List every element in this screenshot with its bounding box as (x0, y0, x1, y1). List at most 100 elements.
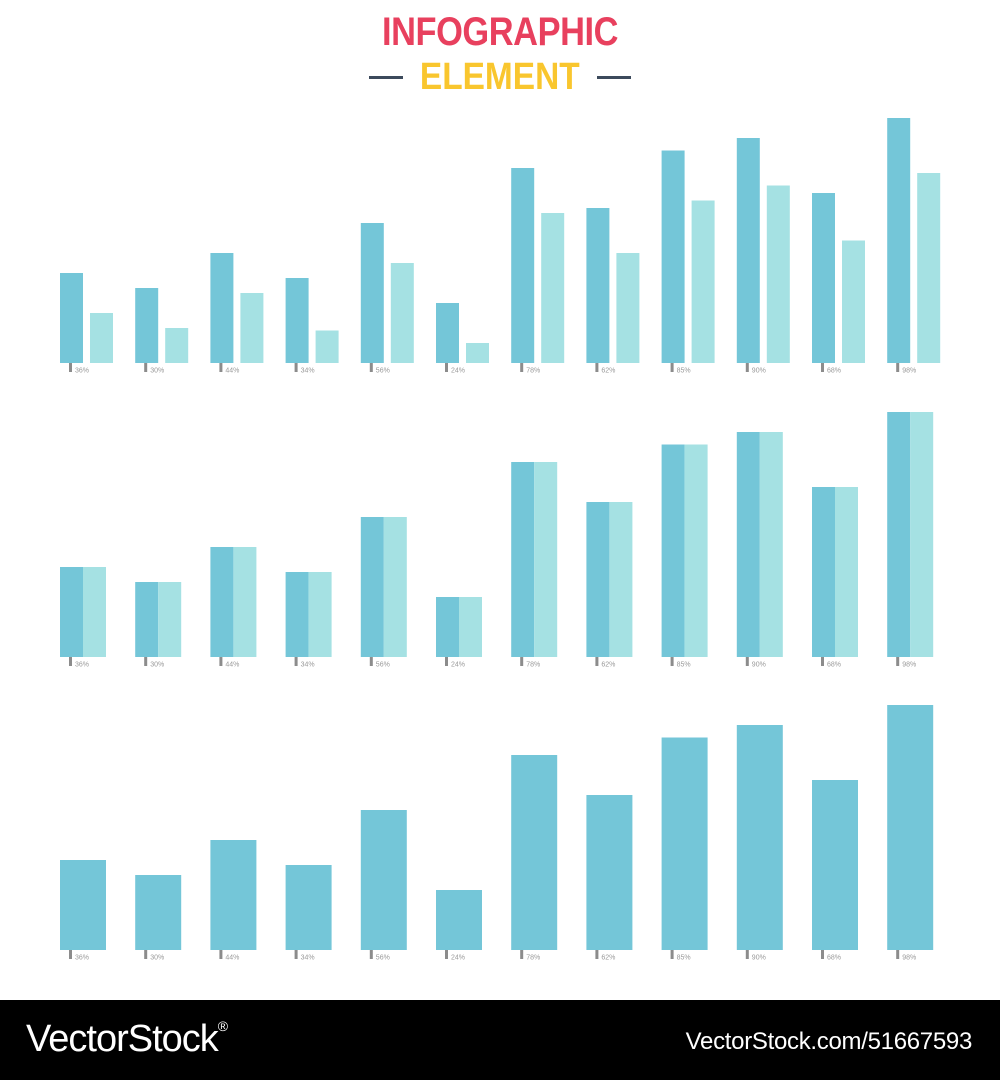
tick-label: 30% (150, 368, 164, 375)
bar-left-half (661, 444, 685, 657)
bar (285, 865, 332, 950)
bar-right-half (459, 597, 482, 657)
bar-primary (60, 273, 83, 363)
bar-primary (360, 223, 384, 363)
tick-label: 44% (225, 955, 239, 962)
tick-mark (896, 363, 900, 372)
tick-label: 85% (677, 662, 691, 669)
bar (812, 780, 858, 950)
bar-primary (586, 208, 610, 363)
tick-mark (294, 657, 298, 666)
tick-label: 36% (75, 662, 89, 669)
bar-secondary (165, 328, 189, 363)
tick-label: 34% (301, 368, 315, 375)
tick-label: 30% (150, 955, 164, 962)
tick-label: 68% (827, 662, 841, 669)
tick-mark (369, 363, 373, 372)
tick-mark (294, 363, 298, 372)
bar-secondary (616, 253, 640, 363)
tick-mark (896, 950, 900, 959)
bar-secondary (917, 173, 941, 363)
tick-mark (219, 950, 223, 959)
brand-registered-mark: ® (217, 1018, 228, 1034)
bar-primary (661, 150, 685, 363)
tick-label: 56% (376, 662, 390, 669)
tick-label: 62% (601, 368, 615, 375)
bar-secondary (240, 293, 264, 363)
tick-label: 98% (902, 368, 916, 375)
bar-left-half (887, 412, 911, 657)
tick-mark (445, 363, 448, 372)
bar (661, 737, 708, 950)
bar-primary (887, 118, 911, 363)
tick-label: 24% (451, 662, 465, 669)
bar-right-half (383, 517, 407, 657)
bar (360, 810, 407, 950)
tick-mark (821, 657, 824, 666)
bar-primary (511, 168, 535, 363)
tick-mark (821, 950, 824, 959)
bar-right-half (910, 412, 934, 657)
bar (511, 755, 558, 950)
tick-mark (896, 657, 900, 666)
bar-secondary (541, 213, 565, 363)
tick-label: 85% (677, 368, 691, 375)
tick-mark (520, 950, 524, 959)
bar-left-half (360, 517, 384, 657)
tick-label: 34% (301, 662, 315, 669)
bar-chart-3: 36% 30% 44% 34% 56% 24% 78% 62% 85% 90% 68% 98% (60, 705, 934, 962)
bar-secondary (315, 330, 339, 363)
bar (887, 705, 934, 950)
left-dash (369, 75, 404, 79)
tick-label: 62% (601, 955, 615, 962)
bar-primary (812, 193, 835, 363)
stock-id: VectorStock.com/51667593 (685, 1028, 973, 1055)
bar-primary (736, 138, 760, 363)
infographic-header: INFOGRAPHIC ELEMENT (0, 0, 1000, 110)
bar-left-half (135, 582, 159, 657)
bar-left-half (511, 462, 535, 657)
bar-right-half (83, 567, 106, 657)
tick-label: 78% (526, 662, 540, 669)
tick-mark (745, 950, 749, 959)
tick-label: 68% (827, 368, 841, 375)
bar-primary (285, 278, 309, 363)
tick-label: 24% (451, 368, 465, 375)
tick-label: 34% (301, 955, 315, 962)
bar-left-half (736, 432, 760, 657)
tick-mark (821, 363, 824, 372)
subtitle-row: ELEMENT (0, 57, 1000, 97)
vectorstock-logo: VectorStock® (26, 1018, 228, 1061)
tick-label: 36% (75, 955, 89, 962)
tick-label: 44% (225, 662, 239, 669)
bar-secondary (390, 263, 414, 363)
brand-name: VectorStock (26, 1018, 219, 1060)
tick-mark (595, 657, 599, 666)
bar (736, 725, 783, 950)
bar-chart-2: 36% 30% 44% 34% 56% 24% 78% 62% 85% 90% 68% 98% (60, 412, 934, 669)
tick-label: 30% (150, 662, 164, 669)
tick-mark (595, 363, 599, 372)
infographic-subtitle: ELEMENT (420, 56, 580, 98)
tick-mark (369, 657, 373, 666)
tick-mark (144, 363, 148, 372)
bar-left-half (436, 597, 459, 657)
tick-mark (445, 657, 448, 666)
bar-left-half (210, 547, 234, 657)
tick-mark (745, 363, 749, 372)
bar-right-half (308, 572, 332, 657)
bar-right-half (759, 432, 783, 657)
tick-label: 62% (601, 662, 615, 669)
bar-primary (135, 288, 159, 363)
bar-left-half (285, 572, 309, 657)
tick-mark (69, 363, 72, 372)
bar-secondary (691, 200, 715, 363)
tick-mark (219, 657, 223, 666)
bar-secondary (842, 240, 865, 363)
bar (135, 875, 182, 950)
tick-label: 90% (752, 368, 766, 375)
bar-chart-1: 36% 30% 44% 34% 56% 24% 78% 62% 85% 90% 68% 98% (60, 118, 941, 375)
tick-label: 68% (827, 955, 841, 962)
bar-left-half (60, 567, 83, 657)
bar-left-half (586, 502, 610, 657)
